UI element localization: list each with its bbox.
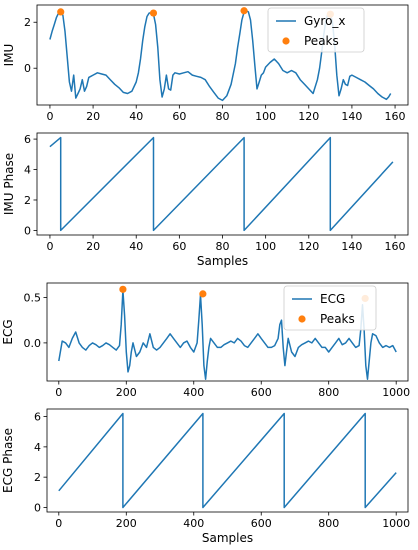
x-tick-label: 20 — [86, 110, 100, 123]
y-tick-label: 0 — [34, 501, 41, 514]
y-tick-label: 6 — [34, 411, 41, 424]
series-line-phase — [58, 412, 397, 509]
y-tick-label: 4 — [24, 164, 31, 177]
x-axis-label: Samples — [202, 531, 253, 545]
legend-entry-label: ECG — [320, 292, 345, 306]
x-tick-label: 0 — [46, 240, 53, 253]
legend-entry-label: Gyro_x — [304, 14, 346, 28]
chart-panel-3: 0 200 400 600 800 1000 0.0 0.5 ECG ECG Peaks — [1, 282, 410, 399]
legend-marker-swatch — [298, 315, 306, 323]
x-tick-label: 1000 — [382, 386, 410, 399]
x-tick-label: 200 — [116, 517, 137, 530]
axes-frame — [36, 132, 409, 236]
x-tick-label: 800 — [318, 517, 339, 530]
x-tick-label: 400 — [183, 386, 204, 399]
legend-box — [267, 7, 365, 53]
x-tick-label: 140 — [341, 240, 362, 253]
x-tick-label: 0 — [55, 386, 62, 399]
y-tick-label: 2 — [24, 194, 31, 207]
legend: Gyro_x Peaks — [267, 7, 365, 53]
x-tick-label: 40 — [129, 240, 143, 253]
y-tick-label: 0.5 — [24, 292, 42, 305]
series-line-phase — [49, 136, 394, 232]
y-axis-label: IMU Phase — [2, 153, 16, 215]
x-tick-label: 0 — [46, 110, 53, 123]
chart-panel-4: 0 200 400 600 800 1000 0 2 4 6 ECG Phase Samples — [1, 408, 410, 545]
x-tick-label: 1000 — [382, 517, 410, 530]
y-tick-label: 6 — [24, 133, 31, 146]
x-tick-label: 40 — [129, 110, 143, 123]
y-axis-label: ECG Phase — [1, 428, 15, 493]
peak-marker — [240, 7, 248, 15]
x-tick-label: 600 — [251, 517, 272, 530]
legend-entry-label: Peaks — [320, 312, 355, 326]
x-tick-label: 0 — [55, 517, 62, 530]
x-tick-label: 120 — [298, 240, 319, 253]
series-line-ecg — [58, 289, 397, 380]
x-tick-label: 120 — [298, 110, 319, 123]
chart-panel-2: 0 20 40 60 80 100 120 140 160 0 2 4 6 IMU Phase Sample… — [2, 132, 409, 268]
axes-frame — [46, 408, 409, 513]
x-tick-label: 100 — [255, 110, 276, 123]
x-axis-label: Samples — [197, 254, 248, 268]
y-axis-label: IMU — [2, 44, 16, 67]
x-tick-label: 200 — [116, 386, 137, 399]
peak-marker — [119, 285, 127, 293]
x-tick-label: 20 — [86, 240, 100, 253]
y-tick-label: 4 — [34, 441, 41, 454]
legend: ECG Peaks — [283, 285, 377, 331]
x-tick-label: 140 — [341, 110, 362, 123]
peak-marker — [199, 290, 207, 298]
y-tick-label: 0.0 — [24, 337, 42, 350]
x-tick-label: 800 — [318, 386, 339, 399]
y-tick-label: 2 — [34, 471, 41, 484]
axes-frame — [46, 282, 409, 382]
x-tick-label: 60 — [172, 240, 186, 253]
y-tick-label: 0 — [24, 224, 31, 237]
legend-marker-swatch — [282, 37, 290, 45]
x-tick-label: 100 — [255, 240, 276, 253]
x-tick-label: 400 — [183, 517, 204, 530]
legend-entry-label: Peaks — [304, 34, 339, 48]
y-tick-label: 2 — [24, 16, 31, 29]
x-tick-label: 80 — [216, 110, 230, 123]
legend-box — [283, 285, 377, 331]
x-tick-label: 60 — [172, 110, 186, 123]
y-axis-label: ECG — [1, 319, 15, 344]
x-tick-label: 160 — [385, 110, 406, 123]
x-tick-label: 160 — [385, 240, 406, 253]
x-tick-label: 600 — [251, 386, 272, 399]
y-tick-label: 0 — [24, 62, 31, 75]
chart-panel-1: 0 20 40 60 80 100 120 140 160 0 2 IMU Gyro_x Peaks — [2, 4, 409, 123]
peak-marker — [149, 9, 158, 17]
peak-marker — [57, 8, 65, 16]
x-tick-label: 80 — [216, 240, 230, 253]
